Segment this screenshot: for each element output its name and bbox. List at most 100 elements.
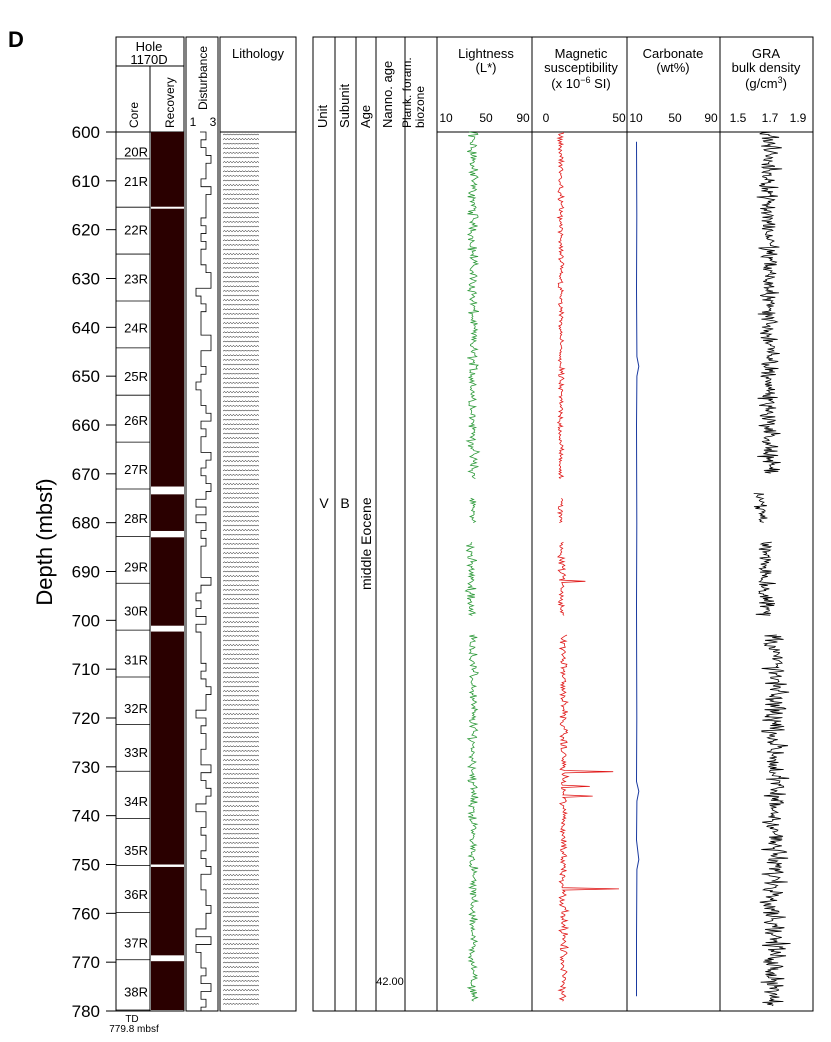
lithology-row <box>222 993 260 996</box>
lithology-row <box>222 998 260 1001</box>
lithology-row <box>222 773 260 775</box>
depth-tick-label-720: 720 <box>72 709 100 728</box>
recovery-gap-3 <box>151 625 184 632</box>
core-label-27R: 27R <box>124 462 148 477</box>
lithology-row <box>222 699 260 702</box>
lithology-row <box>222 423 260 426</box>
lithology-row <box>222 791 260 794</box>
lithology-row <box>222 639 260 642</box>
lithology-row <box>222 382 260 384</box>
lithology-row <box>222 814 260 817</box>
lithology-row <box>222 483 260 485</box>
recovery-gap-5 <box>151 955 184 962</box>
lithology-row <box>222 188 260 191</box>
lithology-row <box>222 303 260 306</box>
lithology-row <box>222 386 260 389</box>
lithology-row <box>222 819 260 821</box>
lithology-row <box>222 432 260 435</box>
lithology-row <box>222 796 260 798</box>
core-label-38R: 38R <box>124 984 148 999</box>
disturbance-trace <box>195 131 212 1011</box>
lithology-row <box>222 460 260 462</box>
depth-tick-label-750: 750 <box>72 856 100 875</box>
lithology-row <box>222 957 260 959</box>
lithology-row <box>222 837 260 840</box>
lithology-row <box>222 828 260 830</box>
lithology-row <box>222 704 260 706</box>
lithology-row <box>222 722 260 725</box>
lithology-row <box>222 175 260 177</box>
lithology-row <box>222 865 260 867</box>
disturbance-log <box>195 131 212 1011</box>
lithology-row <box>222 179 260 182</box>
lithology-row <box>222 809 260 812</box>
lithology-row <box>222 635 260 637</box>
lithology-row <box>222 487 260 490</box>
lithology-row <box>222 152 260 154</box>
lithology-row <box>222 589 260 591</box>
core-label-24R: 24R <box>124 320 148 335</box>
lithology-row <box>222 520 260 522</box>
depth-tick-label-740: 740 <box>72 807 100 826</box>
lithology-row <box>222 561 260 564</box>
recovery-gap-2 <box>151 530 184 538</box>
lithology-row <box>222 777 260 780</box>
lithology-row <box>222 708 260 711</box>
lithology-row <box>222 681 260 683</box>
lithology-row <box>222 225 260 228</box>
disturbance-tick-3: 3 <box>210 115 217 129</box>
lithology-row <box>222 211 260 214</box>
lithology-row <box>222 391 260 393</box>
lithology-row <box>222 717 260 720</box>
lithology-row <box>222 409 260 412</box>
depth-tick-label-760: 760 <box>72 904 100 923</box>
lithology-row <box>222 980 260 982</box>
depth-tick-label-770: 770 <box>72 953 100 972</box>
depth-tick-label-780: 780 <box>72 1002 100 1021</box>
lithology-row <box>222 510 260 513</box>
core-label-34R: 34R <box>124 794 148 809</box>
lithology-row <box>222 690 260 692</box>
core-label-29R: 29R <box>124 560 148 575</box>
carb-scale-50: 50 <box>668 111 682 125</box>
lithology-row <box>222 529 260 531</box>
lithology-row <box>222 713 260 715</box>
lithology-row <box>222 198 260 200</box>
recovery-header: Recovery <box>163 77 177 128</box>
core-label-25R: 25R <box>124 369 148 384</box>
lithology-row <box>222 474 260 476</box>
lithology-row <box>222 377 260 380</box>
lithology-row <box>222 860 260 863</box>
lithology-row <box>222 888 260 890</box>
subunit-header: Subunit <box>337 84 352 128</box>
lithology-row <box>222 934 260 936</box>
mag-header-3: (x 10−6 SI) <box>551 75 610 91</box>
lithology-row <box>222 842 260 844</box>
lithology-row <box>222 915 260 918</box>
lithology-row <box>222 598 260 600</box>
core-label-20R: 20R <box>124 145 148 160</box>
lithology-row <box>222 612 260 614</box>
series-1-segment-0 <box>556 131 566 479</box>
lithology-row <box>222 414 260 416</box>
lithology-row <box>222 648 260 651</box>
core-label-21R: 21R <box>124 174 148 189</box>
lithology-row <box>222 280 260 283</box>
lithology-row <box>222 547 260 550</box>
lithology-row <box>222 901 260 904</box>
core-label-36R: 36R <box>124 887 148 902</box>
recovery-column <box>151 132 184 1011</box>
lithology-row <box>222 271 260 274</box>
lithology-row <box>222 938 260 941</box>
lithology-row <box>222 230 260 232</box>
lithology-row <box>222 469 260 472</box>
disturbance-tick-1: 1 <box>190 115 197 129</box>
lithology-row <box>222 658 260 660</box>
lithology-row <box>222 966 260 968</box>
depth-tick-label-610: 610 <box>72 172 100 191</box>
core-labels: 20R 21R 22R 23R 24R 25R 26R 27R 28R 29R 30R 31R 32R 3… <box>116 131 150 1011</box>
lithology-row <box>222 961 260 964</box>
gra-header-3: (g/cm3) <box>745 75 787 91</box>
core-label-30R: 30R <box>124 604 148 619</box>
subunit-value: B <box>340 495 349 511</box>
